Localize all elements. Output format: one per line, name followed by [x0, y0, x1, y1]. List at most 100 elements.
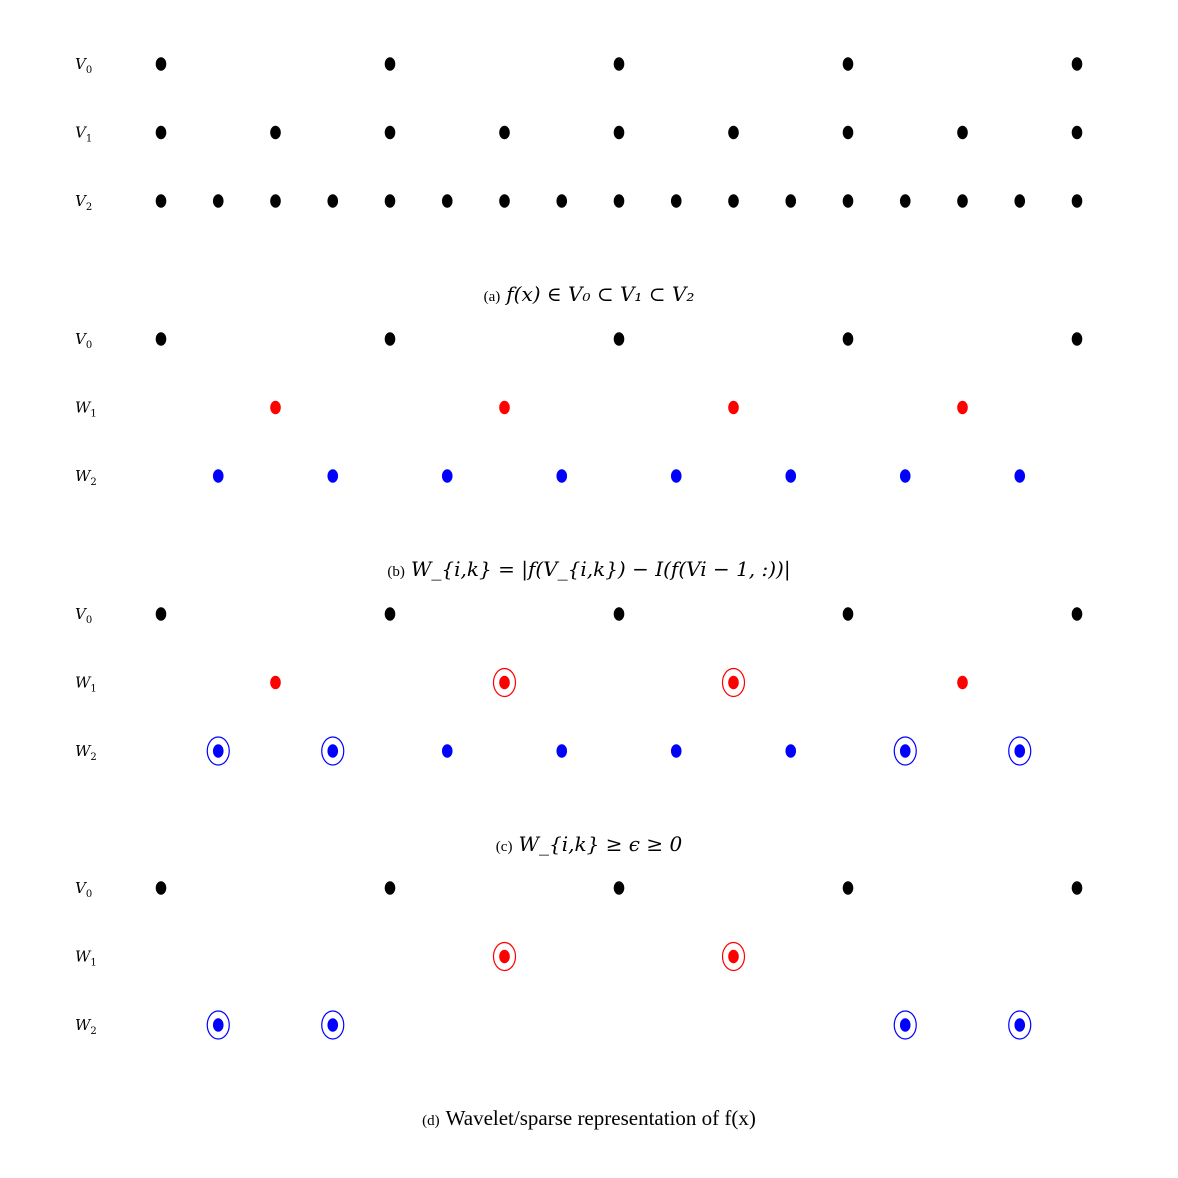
dot-v0-0 [155, 332, 167, 346]
dot-w1-0 [270, 675, 281, 690]
row-label-w2: W2 [75, 1016, 97, 1037]
row-label-sub: 0 [86, 889, 92, 900]
dot-w2-3 [556, 469, 568, 483]
highlight-ring-w1-1 [492, 941, 517, 972]
dot-v0-2 [613, 881, 625, 895]
dot-w2-5 [785, 744, 797, 758]
caption-tag: (c) [496, 839, 513, 855]
row-label-v0: V0 [75, 879, 92, 900]
row-label-name: W [75, 1016, 92, 1034]
dot-v2-5 [441, 194, 453, 208]
row-label-name: W [75, 742, 92, 760]
dot-v0-1 [384, 57, 396, 71]
row-label-sub: 2 [90, 477, 96, 488]
row-label-sub: 0 [86, 340, 92, 351]
dot-w2-6 [899, 1018, 911, 1032]
dot-w2-6 [899, 744, 911, 758]
highlight-ring-w2-0 [206, 736, 230, 766]
dot-w2-1 [327, 1018, 339, 1032]
dot-v0-3 [842, 332, 854, 346]
row-label-name: V [75, 192, 88, 210]
row-label-name: V [75, 879, 88, 897]
dot-v1-1 [270, 125, 281, 140]
row-label-v2: V2 [75, 192, 92, 213]
row-label-sub: 0 [86, 65, 92, 76]
dot-v2-4 [384, 194, 396, 208]
row-label-sub: 2 [86, 202, 92, 213]
row-label-v0: V0 [75, 55, 92, 76]
dot-v0-0 [155, 607, 167, 621]
dot-v0-0 [155, 881, 167, 895]
dot-w2-2 [441, 469, 453, 483]
dot-v0-4 [1071, 881, 1083, 895]
dot-w1-3 [957, 675, 968, 690]
row-label-w2: W2 [75, 467, 97, 488]
dot-w2-2 [441, 744, 453, 758]
dot-v1-4 [613, 125, 625, 140]
dot-w1-0 [270, 400, 281, 415]
row-label-name: V [75, 605, 88, 623]
highlight-ring-w2-6 [893, 1010, 917, 1040]
row-label-w2: W2 [75, 742, 97, 763]
dot-w2-3 [556, 744, 568, 758]
dot-v2-16 [1071, 194, 1083, 208]
dot-v0-3 [842, 57, 854, 71]
dot-v0-1 [384, 332, 396, 346]
dot-w2-7 [1014, 469, 1026, 483]
dot-v2-0 [155, 194, 167, 208]
dot-v1-7 [957, 125, 968, 140]
row-label-name: V [75, 124, 88, 142]
row-label-name: W [75, 399, 92, 417]
dot-v0-4 [1071, 57, 1083, 71]
dot-w1-3 [957, 400, 968, 415]
caption-tag: (a) [484, 289, 501, 305]
highlight-ring-w2-7 [1008, 1010, 1032, 1040]
dot-v2-14 [957, 194, 968, 208]
row-label-v1: V1 [75, 124, 92, 145]
dot-w1-2 [728, 949, 739, 964]
highlight-ring-w2-1 [321, 736, 345, 766]
dot-w2-7 [1014, 1018, 1026, 1032]
highlight-ring-w2-6 [893, 736, 917, 766]
row-label-w1: W1 [75, 674, 97, 695]
row-label-sub: 1 [90, 409, 96, 420]
row-label-name: V [75, 55, 88, 73]
dot-v2-12 [842, 194, 854, 208]
dot-v0-0 [155, 57, 167, 71]
highlight-ring-w1-1 [492, 667, 517, 698]
row-label-w1: W1 [75, 399, 97, 420]
dot-w1-1 [499, 949, 510, 964]
dot-w2-0 [212, 469, 224, 483]
row-label-name: W [75, 948, 92, 966]
dot-v0-4 [1071, 332, 1083, 346]
dot-v0-4 [1071, 607, 1083, 621]
dot-v0-2 [613, 607, 625, 621]
dot-v2-13 [899, 194, 911, 208]
dot-w2-1 [327, 469, 339, 483]
dot-v1-5 [728, 125, 739, 140]
caption-formula: W_{i,k} ≥ ϵ ≥ 0 [518, 832, 682, 856]
dot-v2-15 [1014, 194, 1026, 208]
dot-v2-7 [556, 194, 568, 208]
caption-b: (b) W_{i,k} = |f(V_{i,k}) − I(f(Vi − 1, :… [387, 557, 790, 582]
dot-v1-2 [384, 125, 396, 140]
row-label-v0: V0 [75, 605, 92, 626]
caption-a: (a) f(x) ∈ V₀ ⊂ V₁ ⊂ V₂ [484, 282, 695, 306]
dot-w1-2 [728, 400, 739, 415]
dot-v2-8 [613, 194, 625, 208]
dot-v2-3 [327, 194, 339, 208]
caption-tag: (b) [387, 564, 405, 580]
caption-tag: (d) [422, 1113, 440, 1129]
dot-v1-8 [1071, 125, 1083, 140]
dot-v0-2 [613, 57, 625, 71]
dot-v2-10 [728, 194, 739, 208]
row-label-sub: 1 [86, 134, 92, 145]
highlight-ring-w2-1 [321, 1010, 345, 1040]
dot-v1-3 [499, 125, 510, 140]
row-label-sub: 1 [90, 684, 96, 695]
